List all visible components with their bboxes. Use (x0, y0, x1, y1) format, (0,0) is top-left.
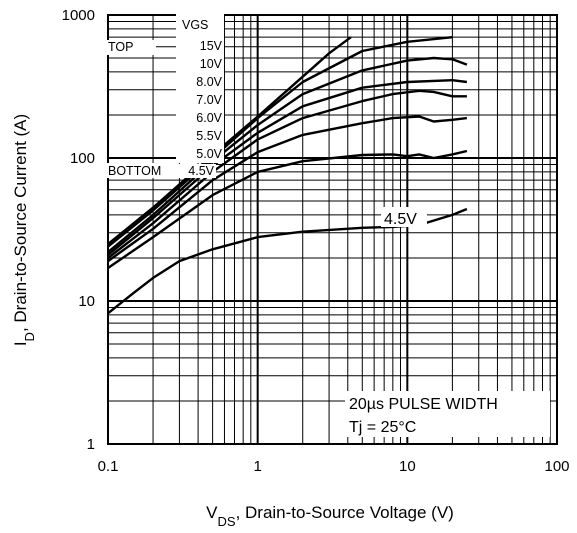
plot-frame (107, 14, 558, 445)
y-axis-title-main: I (11, 341, 30, 346)
y-axis-title: ID, Drain-to-Source Current (A) (11, 114, 37, 346)
series-line-4 (107, 78, 468, 256)
legend-top-label: TOP (108, 40, 133, 54)
y-tick-label: 100 (70, 150, 95, 167)
series-line-3 (107, 56, 468, 253)
y-axis-title-sub: D (22, 332, 37, 341)
x-axis-title: VDS, Drain-to-Source Voltage (V) (206, 503, 454, 529)
y-tick-label: 10 (78, 293, 95, 310)
series-line-7 (107, 149, 468, 269)
legend-header: VGS (182, 18, 208, 32)
temperature-note: Tj = 25°C (349, 419, 416, 436)
series-line-6 (107, 115, 468, 263)
legend-item-5v: 5.0V (196, 147, 222, 161)
legend-item-8v: 8.0V (196, 75, 222, 89)
legend: TOP BOTTOM VGS 15V 10V 8.0V 7.0V 6.0V 5.… (106, 13, 224, 178)
y-axis-title-rest: , Drain-to-Source Current (A) (11, 114, 30, 332)
legend-item-6v: 6.0V (196, 111, 222, 125)
x-axis-title-rest: , Drain-to-Source Voltage (V) (236, 503, 454, 522)
curve-annotation-4-5v: 4.5V (384, 211, 417, 228)
legend-item-10v: 10V (200, 57, 223, 71)
legend-item-5-5v: 5.5V (196, 129, 222, 143)
series-line-5 (107, 89, 467, 259)
pulse-width-note: 20µs PULSE WIDTH (349, 396, 498, 413)
legend-item-4-5v: 4.5V (188, 164, 214, 178)
series-line-1 (107, 36, 352, 246)
legend-bottom-label: BOTTOM (108, 164, 161, 178)
x-tick-label: 100 (544, 458, 569, 475)
x-tick-label: 10 (399, 458, 416, 475)
y-tick-label: 1 (87, 436, 95, 453)
x-tick-label: 1 (253, 458, 261, 475)
y-tick-label: 1000 (62, 7, 95, 24)
x-axis-title-sub: DS (218, 514, 236, 529)
x-axis-title-main: V (206, 503, 218, 522)
series-line-2 (107, 36, 453, 248)
x-tick-label: 0.1 (98, 458, 119, 475)
legend-item-7v: 7.0V (196, 93, 222, 107)
legend-item-15v: 15V (200, 39, 223, 53)
grid (108, 15, 557, 444)
